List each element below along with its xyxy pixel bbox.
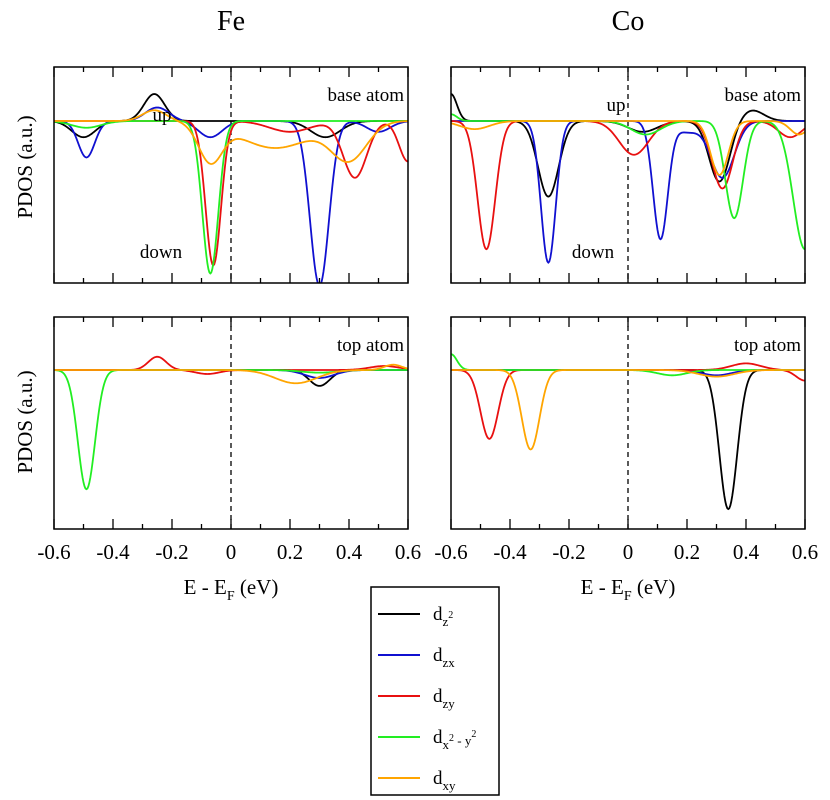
xlabel-fe-sub: F [227, 589, 235, 604]
legend-label-dzy: dzy [433, 686, 455, 711]
panel-label: top atom [337, 335, 404, 356]
x-tick-label: 0.2 [674, 540, 700, 564]
x-tick-label: -0.4 [493, 540, 527, 564]
x-tick-label: -0.4 [96, 540, 130, 564]
series-line-dzy [451, 120, 805, 251]
annotation-down: down [140, 242, 183, 263]
series-line-dx2y2 [54, 120, 408, 275]
x-tick-label: 0.4 [733, 540, 760, 564]
panel-label: base atom [327, 85, 404, 106]
xlabel-co-main: E - E [581, 575, 624, 599]
ylabel-top: PDOS (a.u.) [13, 115, 37, 218]
legend-label-dxy: dxy [433, 768, 456, 793]
ylabel-bottom: PDOS (a.u.) [13, 370, 37, 473]
annotation-down: down [572, 242, 615, 263]
x-tick-label: 0.4 [336, 540, 363, 564]
xlabel-co: E - EF (eV) [581, 575, 676, 604]
x-tick-label: 0 [623, 540, 634, 564]
x-tick-label: -0.2 [155, 540, 188, 564]
legend-label-dzx: dzx [433, 645, 455, 670]
panel-co-top: -0.6 -0.4 -0.2 0 0.2 0.4 0.6 top atom [434, 316, 818, 564]
annotation-up: up [153, 105, 172, 126]
panel-fe-top: -0.6 -0.4 -0.2 0 0.2 0.4 0.6 top atom [37, 316, 421, 564]
x-tick-label: -0.2 [552, 540, 585, 564]
series-line-dxy [451, 120, 805, 176]
series-line-dxy [54, 363, 408, 385]
panel-label: top atom [734, 335, 801, 356]
panel-fe-base: base atom up down [53, 66, 409, 284]
x-tick-label: 0 [226, 540, 237, 564]
column-title-fe: Fe [217, 6, 245, 37]
legend: dz2 dzx dzy dx2 - y2 dxy [370, 586, 500, 796]
legend-frame [370, 586, 500, 796]
xlabel-fe-main: E - E [184, 575, 227, 599]
x-tick-label: -0.6 [434, 540, 467, 564]
panel-co-base: base atom up down [450, 66, 806, 284]
legend-label-dx2y2: dx2 - y2 [433, 727, 476, 752]
x-tick-label: 0.6 [395, 540, 421, 564]
xlabel-co-unit: (eV) [632, 575, 676, 599]
column-title-co: Co [612, 6, 645, 37]
xlabel-fe-unit: (eV) [235, 575, 279, 599]
legend-items: dz2 dzx dzy dx2 - y2 dxy [378, 604, 476, 793]
x-tick-label: 0.6 [792, 540, 818, 564]
legend-label-dz2: dz2 [433, 604, 453, 629]
x-tick-label: 0.2 [277, 540, 303, 564]
annotation-up: up [607, 95, 626, 116]
series-line-dz2 [451, 93, 805, 198]
x-tick-label: -0.6 [37, 540, 70, 564]
panel-label: base atom [724, 85, 801, 106]
series-line-dxy [54, 109, 408, 165]
series-line-dxy [451, 369, 805, 451]
xlabel-co-sub: F [624, 589, 632, 604]
xlabel-fe: E - EF (eV) [184, 575, 279, 604]
